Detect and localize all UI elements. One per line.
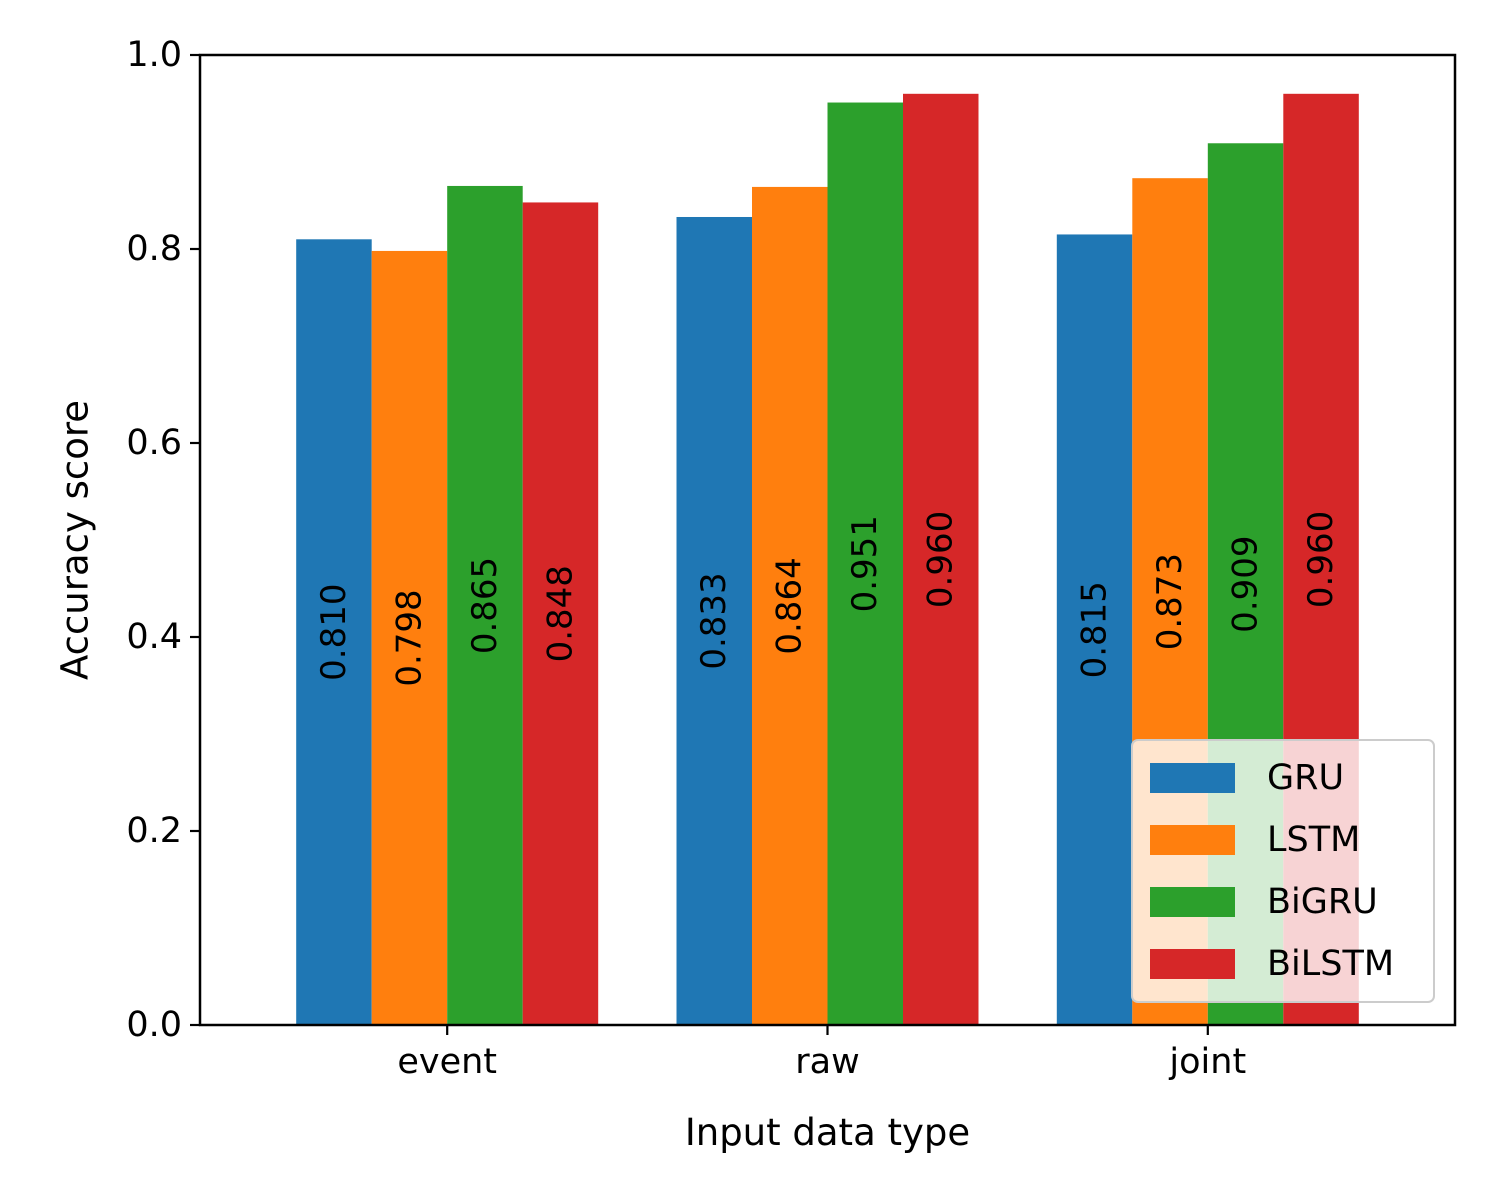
x-axis-label: Input data type <box>685 1111 970 1154</box>
bar-bigru-event <box>447 185 523 1025</box>
value-label-gru-event: 0.810 <box>314 583 354 680</box>
y-tick-label: 1.0 <box>126 35 182 75</box>
legend-swatch-lstm <box>1150 825 1235 855</box>
bar-bigru-raw <box>827 102 903 1025</box>
y-tick-label: 0.6 <box>126 423 182 463</box>
bar-gru-joint <box>1056 234 1133 1025</box>
value-label-bilstm-joint: 0.960 <box>1301 511 1341 608</box>
value-label-gru-raw: 0.833 <box>694 572 734 669</box>
y-tick-label: 0.4 <box>126 617 182 657</box>
legend-label-bigru: BiGRU <box>1267 882 1378 922</box>
legend-label-gru: GRU <box>1267 758 1344 798</box>
bar-lstm-raw <box>752 186 828 1026</box>
value-label-gru-joint: 0.815 <box>1075 581 1115 678</box>
x-tick-label-raw: raw <box>795 1042 859 1082</box>
value-label-bilstm-event: 0.848 <box>540 565 580 662</box>
bar-bilstm-event <box>522 202 599 1025</box>
x-tick-label-event: event <box>397 1042 497 1082</box>
bar-lstm-event <box>371 250 448 1025</box>
y-tick-label: 0.0 <box>126 1005 182 1045</box>
y-tick-label: 0.2 <box>126 811 182 851</box>
x-tick-label-joint: joint <box>1168 1042 1246 1082</box>
value-label-lstm-event: 0.798 <box>389 589 429 686</box>
legend-swatch-bigru <box>1150 887 1235 917</box>
value-label-bigru-joint: 0.909 <box>1226 535 1266 632</box>
x-axis: event raw joint <box>397 1025 1246 1082</box>
value-label-lstm-joint: 0.873 <box>1150 553 1190 650</box>
value-label-lstm-raw: 0.864 <box>770 557 810 654</box>
bar-gru-raw <box>676 216 752 1026</box>
value-label-bigru-event: 0.865 <box>465 557 505 654</box>
legend-swatch-gru <box>1150 763 1235 793</box>
legend-label-bilstm: BiLSTM <box>1267 944 1394 984</box>
bar-bilstm-raw <box>903 93 979 1026</box>
value-label-bilstm-raw: 0.960 <box>921 511 961 608</box>
legend-label-lstm: LSTM <box>1267 820 1360 860</box>
y-tick-label: 0.8 <box>126 229 182 269</box>
bar-gru-event <box>296 239 372 1026</box>
legend-swatch-bilstm <box>1150 949 1235 979</box>
y-axis: 0.0 0.2 0.4 0.6 0.8 1.0 <box>126 35 200 1045</box>
bars-layer <box>296 93 1359 1026</box>
legend-box <box>1131 739 1435 1003</box>
value-label-bigru-raw: 0.951 <box>845 515 885 612</box>
legend: GRU LSTM BiGRU BiLSTM <box>1131 739 1435 1003</box>
value-labels-layer: 0.810 0.833 0.815 0.798 0.864 0.873 0.865 0.951… <box>314 511 1341 687</box>
y-axis-label: Accuracy score <box>54 400 97 680</box>
